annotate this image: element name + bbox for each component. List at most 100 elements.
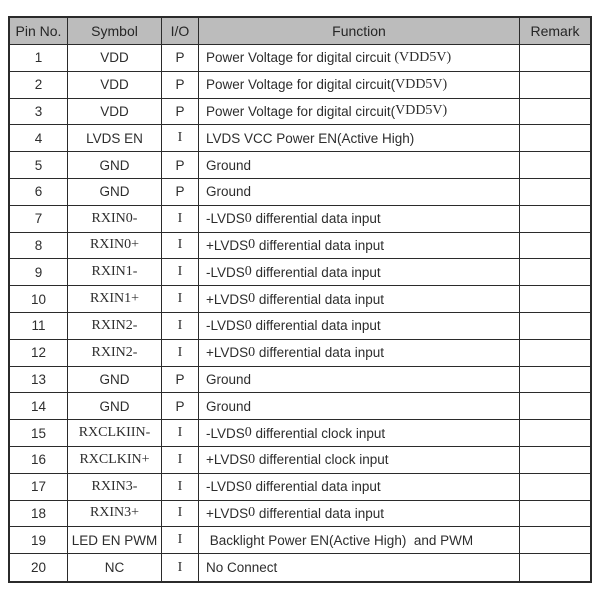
remark-cell <box>520 233 590 260</box>
io-cell: I <box>162 446 199 474</box>
function-cell: Ground <box>199 366 520 394</box>
io-cell: I <box>162 259 199 287</box>
symbol-cell: VDD <box>68 98 162 126</box>
function-cell: -LVDS 0 differential clock input <box>199 420 520 447</box>
function-cell: -LVDS 0 differential data input <box>199 205 520 233</box>
pin-number-cell: 5 <box>10 152 68 179</box>
function-text-segment: 0 <box>248 344 256 360</box>
column-header: Remark <box>520 18 590 45</box>
io-cell: I <box>162 500 199 528</box>
pin-number-cell: 4 <box>10 125 68 153</box>
function-text-segment: -LVDS <box>206 264 245 280</box>
remark-cell <box>520 554 590 581</box>
function-text-segment: Ground <box>206 184 252 200</box>
function-text-segment: -LVDS <box>206 318 245 334</box>
symbol-cell: RXIN3- <box>68 473 162 501</box>
symbol-cell: NC <box>68 554 162 581</box>
symbol-cell: RXIN2- <box>68 312 162 340</box>
io-cell: I <box>162 286 199 313</box>
function-text-segment: differential data input <box>251 318 381 334</box>
io-cell: I <box>162 339 199 367</box>
column-header: Symbol <box>68 18 162 45</box>
io-cell: I <box>162 527 199 555</box>
symbol-cell: LED EN PWM <box>68 527 162 555</box>
io-cell: I <box>162 125 199 153</box>
function-text-segment: 0 <box>248 237 256 253</box>
function-text-segment: 0 <box>244 425 252 441</box>
symbol-cell: GND <box>68 393 162 421</box>
pin-number-cell: 1 <box>10 45 68 72</box>
pin-table-grid: Pin No. Symbol I/O Function Remark 1 VDD P Power… <box>10 18 590 581</box>
pin-number-cell: 13 <box>10 366 68 394</box>
pin-number-cell: 15 <box>10 420 68 447</box>
io-cell: P <box>162 393 199 421</box>
function-text-segment: differential clock input <box>255 452 389 468</box>
io-cell: I <box>162 312 199 340</box>
symbol-cell: RXCLKIN+ <box>68 446 162 474</box>
io-cell: P <box>162 152 199 179</box>
function-text-segment: LVDS VCC Power EN(Active High) <box>206 130 415 146</box>
function-text-segment: Power Voltage for digital circuit <box>206 50 395 66</box>
function-text-segment: 0 <box>244 317 252 333</box>
function-cell: +LVDS 0 differential data input <box>199 286 520 313</box>
pin-number-cell: 2 <box>10 71 68 99</box>
function-text-segment: 0 <box>248 291 256 307</box>
io-cell: P <box>162 45 199 72</box>
pin-number-cell: 20 <box>10 554 68 581</box>
function-cell: -LVDS 0 differential data input <box>199 473 520 501</box>
remark-cell <box>520 527 590 555</box>
io-cell: P <box>162 178 199 206</box>
pin-number-cell: 9 <box>10 259 68 287</box>
io-cell: P <box>162 98 199 126</box>
function-text-segment: -LVDS <box>206 211 245 227</box>
remark-cell <box>520 152 590 179</box>
remark-cell <box>520 501 590 528</box>
function-text-segment: differential data input <box>255 345 384 361</box>
function-text-segment: +LVDS <box>206 345 249 361</box>
io-cell: I <box>162 232 199 260</box>
symbol-cell: VDD <box>68 45 162 72</box>
io-cell: I <box>162 473 199 501</box>
symbol-cell: GND <box>68 152 162 179</box>
function-cell: Ground <box>199 178 520 206</box>
function-text-segment: differential data input <box>255 237 384 253</box>
function-text-segment: -LVDS <box>206 479 245 495</box>
function-cell: -LVDS 0 differential data input <box>199 312 520 340</box>
pin-number-cell: 19 <box>10 527 68 555</box>
function-text-segment: differential data input <box>251 479 381 495</box>
function-cell: Power Voltage for digital circuit(VDD5V) <box>199 71 520 99</box>
io-cell: I <box>162 420 199 447</box>
pin-definition-table: Pin No. Symbol I/O Function Remark 1 VDD P Power… <box>8 16 592 583</box>
remark-cell <box>520 45 590 72</box>
symbol-cell: RXCLKIIN- <box>68 420 162 447</box>
symbol-cell: VDD <box>68 71 162 99</box>
remark-cell <box>520 259 590 287</box>
function-text-segment: differential data input <box>255 505 384 521</box>
function-text-segment: Ground <box>206 371 252 387</box>
pin-number-cell: 6 <box>10 178 68 206</box>
pin-number-cell: 3 <box>10 98 68 126</box>
remark-cell <box>520 474 590 501</box>
symbol-cell: RXIN3+ <box>68 500 162 528</box>
function-text-segment: VDD5V) <box>395 76 448 92</box>
remark-cell <box>520 72 590 99</box>
symbol-cell: RXIN1+ <box>68 286 162 313</box>
remark-cell <box>520 99 590 126</box>
column-header: Function <box>199 18 520 45</box>
symbol-cell: GND <box>68 178 162 206</box>
function-cell: +LVDS 0 differential clock input <box>199 446 520 474</box>
function-text-segment: Power Voltage for digital circuit( <box>206 103 396 119</box>
pin-number-cell: 7 <box>10 205 68 233</box>
symbol-cell: RXIN0- <box>68 205 162 233</box>
remark-cell <box>520 313 590 340</box>
pin-number-cell: 11 <box>10 312 68 340</box>
remark-cell <box>520 367 590 394</box>
function-cell: Ground <box>199 393 520 421</box>
function-text-segment: differential clock input <box>251 425 386 441</box>
function-text-segment: differential data input <box>251 211 381 227</box>
remark-cell <box>520 179 590 206</box>
function-text-segment: Backlight Power EN(Active High) and PWM <box>206 532 474 548</box>
io-cell: I <box>162 205 199 233</box>
function-text-segment: 0 <box>244 264 252 280</box>
symbol-cell: GND <box>68 366 162 394</box>
